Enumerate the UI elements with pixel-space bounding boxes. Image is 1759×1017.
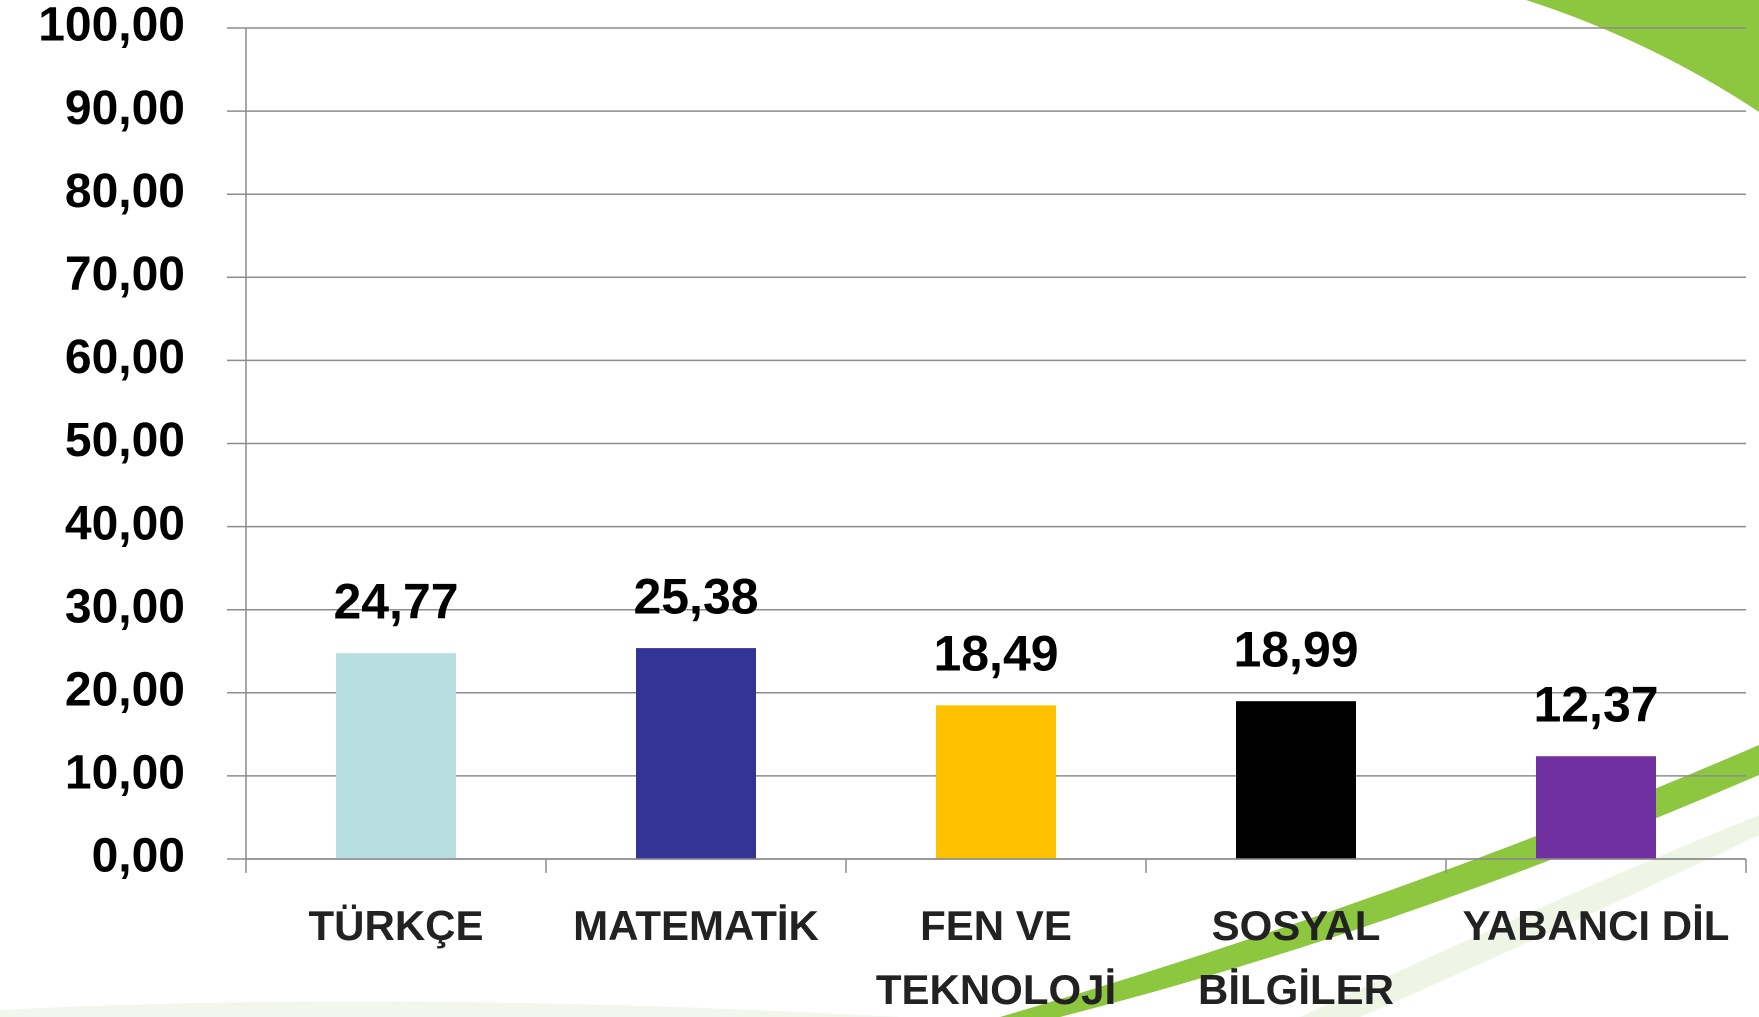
decor-swoosh [1300, 815, 1759, 1017]
y-tick-label: 30,00 [65, 580, 185, 633]
x-tick-label-line: YABANCI DİL [1463, 902, 1730, 949]
x-tick-label-line: TÜRKÇE [309, 902, 484, 949]
value-label: 24,77 [333, 573, 458, 629]
decor-swoosh [0, 1001, 900, 1017]
y-tick-label: 60,00 [65, 331, 185, 384]
x-tick-label: FEN VE TEKNOLOJİ [876, 902, 1116, 1013]
bar [636, 648, 756, 859]
x-tick-label-line: MATEMATİK [573, 902, 819, 949]
y-tick-label: 90,00 [65, 82, 185, 135]
bar [1236, 701, 1356, 859]
x-tick-label: SOSYAL BİLGİLER [1198, 902, 1394, 1013]
x-tick-label-line: FEN VE [920, 902, 1072, 949]
decor-swoosh [1526, 0, 1759, 112]
y-tick-label: 40,00 [65, 497, 185, 550]
y-tick-label: 80,00 [65, 165, 185, 218]
x-tick-label: YABANCI DİL [1463, 902, 1730, 949]
x-tick-label-line: TEKNOLOJİ [876, 966, 1116, 1013]
y-tick-label: 10,00 [65, 747, 185, 800]
y-tick-label: 100,00 [38, 0, 185, 52]
value-label: 18,99 [1233, 621, 1358, 677]
y-tick-label: 50,00 [65, 414, 185, 467]
value-label: 25,38 [633, 568, 758, 624]
value-label: 12,37 [1533, 676, 1658, 732]
x-tick-label: MATEMATİK [573, 902, 819, 949]
x-tick-label-line: SOSYAL [1212, 902, 1381, 949]
y-tick-label: 20,00 [65, 663, 185, 716]
bar [336, 653, 456, 859]
bar [1536, 756, 1656, 859]
y-tick-label: 0,00 [92, 830, 185, 883]
bar [936, 705, 1056, 859]
x-tick-label-line: BİLGİLER [1198, 966, 1394, 1013]
x-tick-label: TÜRKÇE [309, 902, 484, 949]
value-label: 18,49 [933, 626, 1058, 682]
y-tick-label: 70,00 [65, 248, 185, 301]
